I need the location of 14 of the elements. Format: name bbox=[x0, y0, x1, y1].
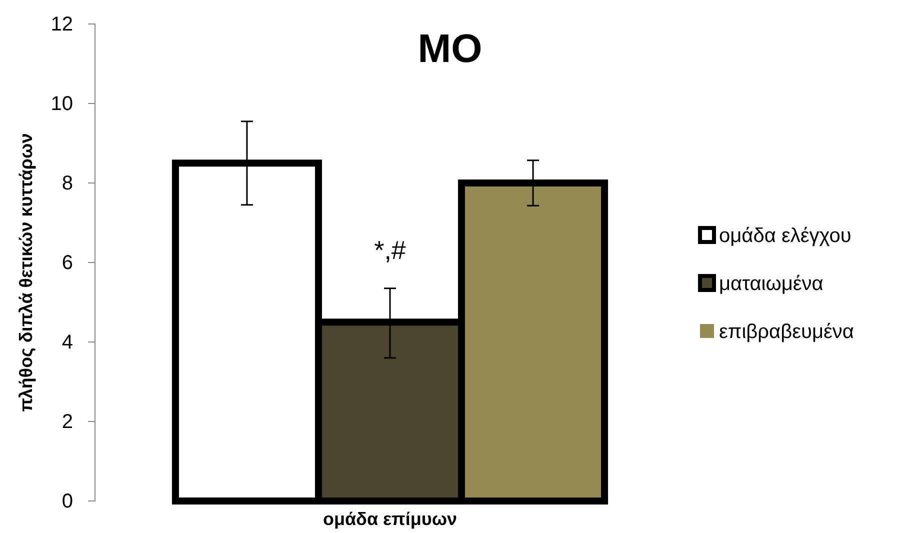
y-tick-label: 8 bbox=[62, 172, 73, 194]
y-axis-title: πλήθος διπλά θετικών κυττάρων bbox=[16, 133, 36, 412]
y-tick-label: 0 bbox=[62, 490, 73, 512]
y-tick-label: 12 bbox=[50, 13, 73, 36]
legend-label: επιβραβευμένα bbox=[719, 321, 854, 343]
y-tick-label: 6 bbox=[62, 252, 73, 274]
chart-title: ΜΟ bbox=[418, 27, 482, 71]
y-tick-label: 2 bbox=[62, 410, 73, 433]
legend-label: ματαιωμένα bbox=[719, 273, 824, 295]
annotation: *,# bbox=[374, 235, 406, 266]
y-tick-label: 10 bbox=[50, 92, 73, 115]
legend-label: ομάδα ελέγχου bbox=[719, 225, 852, 247]
x-axis-title: ομάδα επίμυων bbox=[322, 509, 458, 529]
y-tick-label: 4 bbox=[62, 331, 73, 354]
